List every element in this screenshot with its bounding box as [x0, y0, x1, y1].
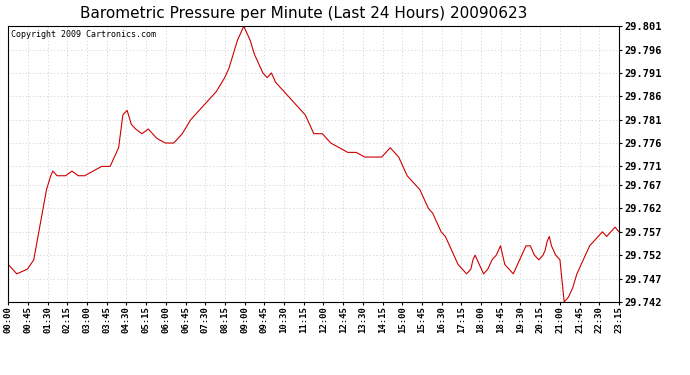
Text: Copyright 2009 Cartronics.com: Copyright 2009 Cartronics.com — [11, 30, 157, 39]
Text: Barometric Pressure per Minute (Last 24 Hours) 20090623: Barometric Pressure per Minute (Last 24 … — [80, 6, 527, 21]
